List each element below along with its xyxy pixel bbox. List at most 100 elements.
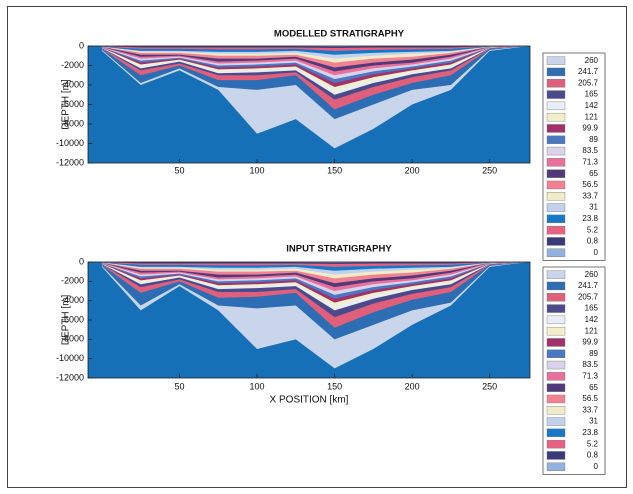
- legend-label: 31: [589, 203, 598, 212]
- y-tick-label: -4000: [61, 295, 84, 305]
- y-tick-label: 0: [79, 40, 84, 50]
- legend-swatch: [547, 361, 565, 369]
- legend-label: 260: [585, 56, 599, 65]
- legend-label: 23.8: [582, 428, 598, 437]
- x-tick-label: 100: [250, 165, 265, 175]
- legend-swatch: [547, 338, 565, 346]
- legend-label: 31: [589, 417, 598, 426]
- legend-label: 205.7: [578, 78, 599, 87]
- y-tick-label: -2000: [61, 276, 84, 286]
- legend-swatch: [547, 215, 565, 223]
- legend-label: 65: [589, 169, 598, 178]
- chart-title: INPUT STRATIGRAPHY: [286, 244, 392, 255]
- legend-swatch: [547, 147, 565, 155]
- legend-swatch: [547, 451, 565, 459]
- y-tick-label: -10000: [56, 353, 84, 363]
- legend-label: 260: [585, 270, 599, 279]
- legend-label: 65: [589, 383, 598, 392]
- legend-label: 89: [589, 135, 598, 144]
- legend-label: 56.5: [582, 180, 598, 189]
- y-tick-label: -2000: [61, 60, 84, 70]
- legend-swatch: [547, 293, 565, 301]
- y-tick-label: -4000: [61, 79, 84, 89]
- legend-swatch: [547, 102, 565, 110]
- legend-swatch: [547, 249, 565, 257]
- legend-swatch: [547, 124, 565, 132]
- legend-label: 0: [594, 248, 599, 257]
- legend-swatch: [547, 406, 565, 414]
- legend-swatch: [547, 170, 565, 178]
- legend-swatch: [547, 136, 565, 144]
- y-tick-label: -6000: [61, 99, 84, 109]
- y-tick-label: -6000: [61, 314, 84, 324]
- legend-label: 89: [589, 349, 598, 358]
- legend-label: 5.2: [587, 225, 599, 234]
- legend-swatch: [547, 158, 565, 166]
- legend-swatch: [547, 305, 565, 313]
- legend-swatch: [547, 395, 565, 403]
- legend-label: 205.7: [578, 292, 599, 301]
- y-tick-label: -8000: [61, 334, 84, 344]
- legend-label: 56.5: [582, 394, 598, 403]
- legend-swatch: [547, 271, 565, 279]
- legend-swatch: [547, 440, 565, 448]
- y-tick-label: -8000: [61, 118, 84, 128]
- legend-swatch: [547, 79, 565, 87]
- legend-swatch: [547, 181, 565, 189]
- legend-label: 121: [585, 326, 599, 335]
- legend-swatch: [547, 237, 565, 245]
- legend-swatch: [547, 372, 565, 380]
- legend-swatch: [547, 429, 565, 437]
- legend-label: 23.8: [582, 214, 598, 223]
- legend-label: 142: [585, 101, 599, 110]
- legend-label: 142: [585, 315, 599, 324]
- legend-swatch: [547, 57, 565, 65]
- x-tick-label: 200: [405, 165, 420, 175]
- legend-label: 0.8: [587, 237, 599, 246]
- legend-label: 33.7: [582, 405, 598, 414]
- figure: MODELLED STRATIGRAPHYDEPTH [m]0-2000-400…: [0, 0, 633, 494]
- legend-label: 121: [585, 112, 599, 121]
- legend-swatch: [547, 204, 565, 212]
- x-tick-label: 100: [250, 381, 265, 391]
- x-tick-label: 250: [482, 381, 497, 391]
- y-tick-label: -12000: [56, 372, 84, 382]
- legend-swatch: [547, 327, 565, 335]
- legend-swatch: [547, 463, 565, 471]
- legend-label: 99.9: [582, 124, 598, 133]
- x-tick-label: 150: [327, 165, 342, 175]
- legend-swatch: [547, 68, 565, 76]
- y-tick-label: 0: [79, 256, 84, 266]
- chart-title: MODELLED STRATIGRAPHY: [274, 29, 405, 40]
- x-tick-label: 150: [327, 381, 342, 391]
- x-tick-label: 50: [174, 165, 184, 175]
- y-tick-label: -12000: [56, 157, 84, 167]
- legend-swatch: [547, 316, 565, 324]
- x-tick-label: 200: [405, 381, 420, 391]
- legend-swatch: [547, 226, 565, 234]
- legend-label: 165: [585, 304, 599, 313]
- legend-swatch: [547, 282, 565, 290]
- x-tick-label: 250: [482, 165, 497, 175]
- x-axis-label: X POSITION [km]: [270, 395, 349, 406]
- legend-swatch: [547, 384, 565, 392]
- y-tick-label: -10000: [56, 138, 84, 148]
- legend-swatch: [547, 113, 565, 121]
- legend-label: 0: [594, 462, 599, 471]
- legend-label: 5.2: [587, 439, 599, 448]
- legend-label: 99.9: [582, 338, 598, 347]
- legend-swatch: [547, 350, 565, 358]
- legend-label: 0.8: [587, 451, 599, 460]
- legend-label: 71.3: [582, 371, 598, 380]
- legend-swatch: [547, 418, 565, 426]
- legend-swatch: [547, 91, 565, 99]
- legend-label: 165: [585, 90, 599, 99]
- legend-label: 33.7: [582, 191, 598, 200]
- legend-label: 83.5: [582, 360, 598, 369]
- legend-label: 83.5: [582, 146, 598, 155]
- chart: MODELLED STRATIGRAPHYDEPTH [m]0-2000-400…: [0, 0, 633, 494]
- legend-label: 241.7: [578, 67, 599, 76]
- x-tick-label: 50: [174, 381, 184, 391]
- legend-label: 241.7: [578, 281, 599, 290]
- legend-label: 71.3: [582, 157, 598, 166]
